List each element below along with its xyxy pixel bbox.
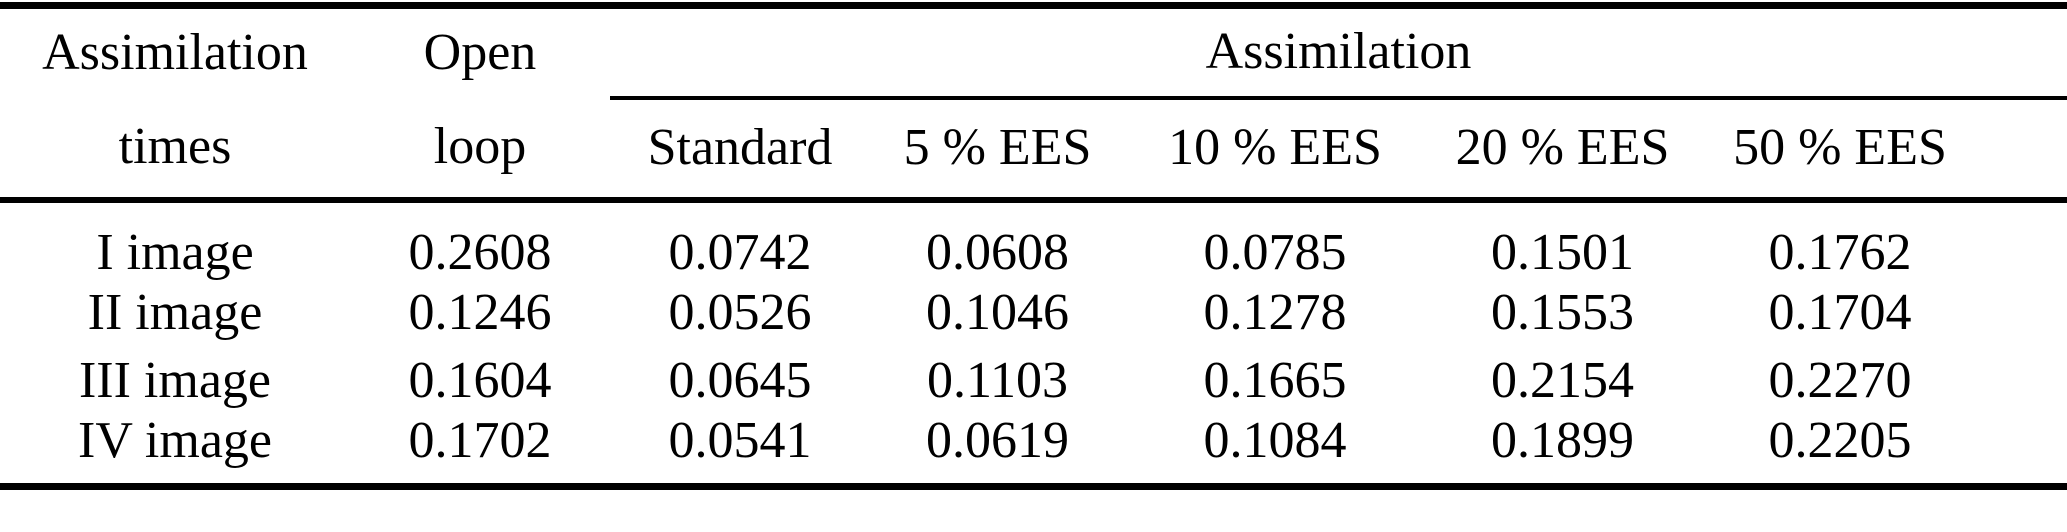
results-table: Assimilation Open Assimilation times loo… (0, 2, 2067, 490)
value-cell: 0.1501 (1491, 223, 1634, 281)
row-spacer (1980, 200, 2067, 279)
value-cell: 0.1762 (1768, 223, 1912, 281)
value-cell: 0.0541 (668, 411, 812, 469)
value-cell: 0.0619 (926, 411, 1069, 469)
assimilation-span-header: Assimilation (610, 5, 2067, 100)
row-spacer (1980, 347, 2067, 415)
row-spacer (1980, 279, 2067, 347)
table-row: IV image 0.1702 0.0541 0.0619 0.1084 0.1899 0.… (0, 411, 2067, 487)
stub-header-line1: Assimilation (42, 24, 308, 82)
table-header: Assimilation Open Assimilation times loo… (0, 5, 2067, 203)
value-cell: 0.2205 (1768, 411, 1912, 469)
value-cell: 0.1103 (926, 351, 1069, 409)
open-loop-header-line2: loop (350, 97, 610, 203)
table-row: II image 0.1246 0.0526 0.1046 0.1278 0.1553 0.… (0, 279, 2067, 347)
row-label: II image (87, 283, 263, 341)
value-cell: 0.1899 (1491, 411, 1634, 469)
value-cell: 0.1084 (1203, 411, 1347, 469)
value-cell: 0.0742 (668, 223, 812, 281)
value-cell: 0.1604 (408, 351, 552, 409)
value-cell: 0.1246 (408, 283, 552, 341)
row-label: IV image (78, 411, 272, 469)
value-cell: 0.2270 (1768, 351, 1912, 409)
table-body: I image 0.2608 0.0742 0.0608 0.0785 0.1501 0.1… (0, 200, 2067, 487)
value-cell: 0.1665 (1203, 351, 1347, 409)
value-cell: 0.1278 (1203, 283, 1347, 341)
header-row-2: times loop Standard 5 % EES 10 % EES 20 … (0, 97, 2067, 203)
value-cell: 0.1046 (926, 283, 1069, 341)
open-loop-header-line1: Open (423, 24, 537, 82)
column-header-50pct-ees: 50 % EES (1700, 97, 1980, 203)
column-header-20pct-ees: 20 % EES (1425, 97, 1700, 203)
stub-header-line2: times (0, 97, 350, 203)
value-cell: 0.2154 (1491, 351, 1634, 409)
value-cell: 0.1702 (408, 411, 552, 469)
row-label: III image (78, 351, 271, 409)
value-cell: 0.1704 (1768, 283, 1912, 341)
value-cell: 0.0526 (668, 283, 812, 341)
value-cell: 0.2608 (408, 223, 552, 281)
column-header-5pct-ees: 5 % EES (870, 97, 1125, 203)
value-cell: 0.0608 (926, 223, 1069, 281)
value-cell: 0.0645 (668, 351, 812, 409)
column-header-10pct-ees: 10 % EES (1125, 97, 1425, 203)
row-spacer (1980, 415, 2067, 487)
column-header-standard: Standard (610, 97, 870, 203)
value-cell: 0.1553 (1491, 283, 1634, 341)
table-row: III image 0.1604 0.0645 0.1103 0.1665 0.2154 0… (0, 347, 2067, 415)
header-row-1: Assimilation Open Assimilation (0, 5, 2067, 100)
row-label: I image (96, 223, 254, 281)
table-row: I image 0.2608 0.0742 0.0608 0.0785 0.1501 0.1… (0, 200, 2067, 279)
value-cell: 0.0785 (1203, 223, 1347, 281)
header-spacer (1980, 97, 2067, 203)
